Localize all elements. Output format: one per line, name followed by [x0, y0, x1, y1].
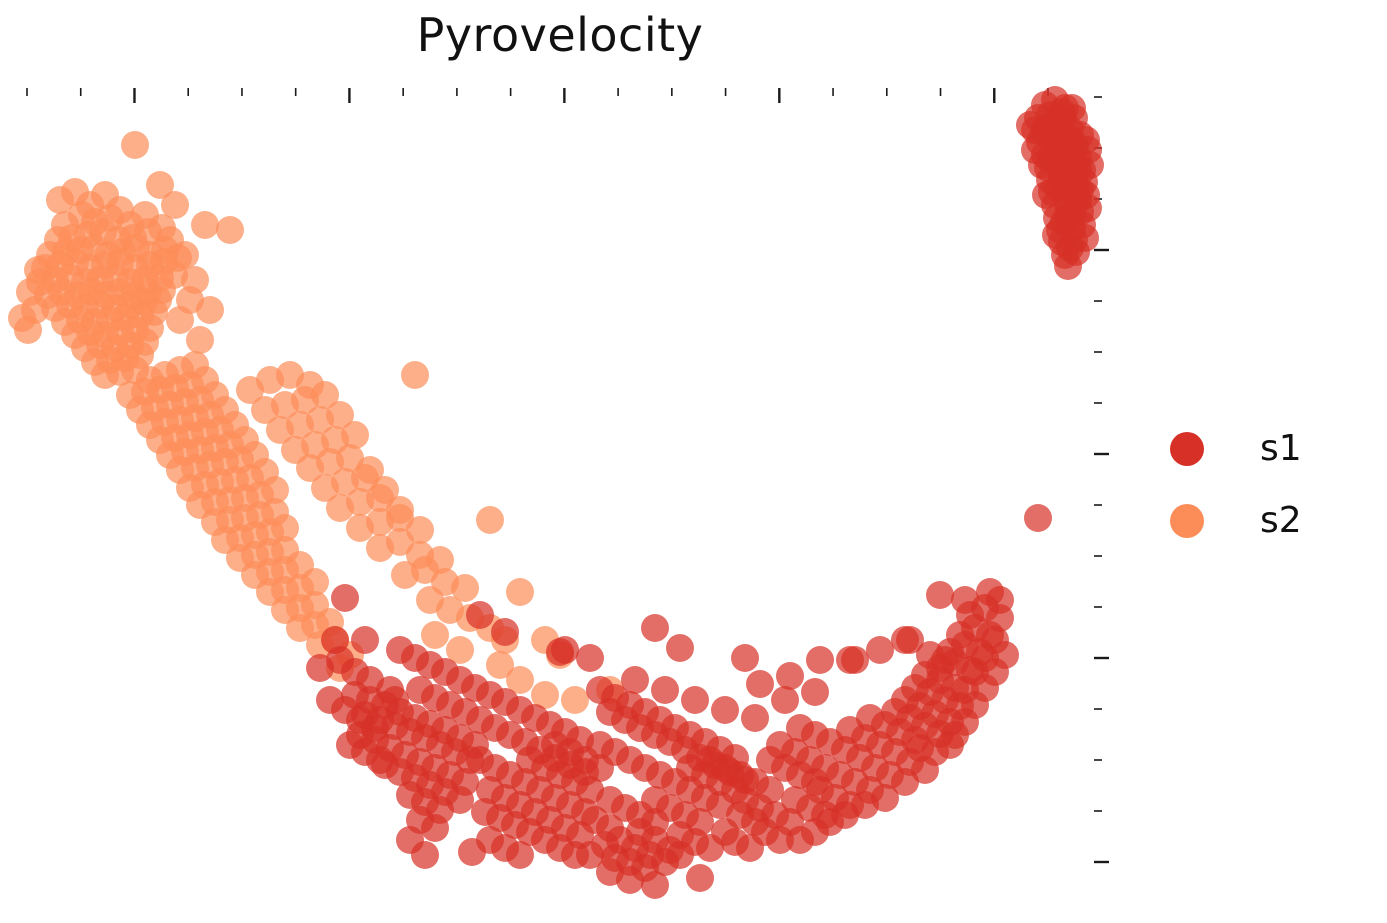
scatter-point-s1	[896, 626, 924, 654]
scatter-point-s1	[491, 618, 519, 646]
scatter-point-s1	[621, 666, 649, 694]
scatter-point-s1	[1032, 181, 1060, 209]
scatter-point-s1	[916, 641, 944, 669]
scatter-point-s2	[506, 666, 534, 694]
scatter-point-s1	[926, 581, 954, 609]
scatter-point-s1	[411, 841, 439, 869]
scatter-point-s1	[306, 654, 334, 682]
scatter-point-s1	[681, 686, 709, 714]
scatter-point-s1	[941, 721, 969, 749]
legend: s1 s2	[1170, 420, 1302, 550]
scatter-point-s1	[776, 662, 804, 690]
scatter-point-s1	[321, 626, 349, 654]
legend-label-s1: s1	[1260, 428, 1302, 469]
scatter-point-s1	[1056, 234, 1084, 262]
scatter-point-s1	[866, 636, 894, 664]
scatter-point-s2	[326, 401, 354, 429]
legend-swatch-s2	[1170, 504, 1204, 538]
scatter-point-s2	[16, 278, 44, 306]
scatter-point-s1	[361, 714, 389, 742]
scatter-point-s1	[421, 814, 449, 842]
scatter-point-s2	[121, 131, 149, 159]
scatter-point-s1	[871, 784, 899, 812]
scatter-point-s2	[301, 568, 329, 596]
scatter-point-s2	[161, 191, 189, 219]
scatter-point-s1	[641, 614, 669, 642]
scatter-point-s1	[471, 798, 499, 826]
scatter-point-s2	[401, 361, 429, 389]
scatter-point-s1	[571, 758, 599, 786]
scatter-point-s1	[951, 586, 979, 614]
scatter-point-s2	[24, 256, 52, 284]
scatter-point-s2	[191, 211, 219, 239]
scatter-point-s2	[446, 636, 474, 664]
legend-entry-s1: s1	[1170, 420, 1302, 478]
scatter-point-s1	[1066, 176, 1094, 204]
scatter-point-s1	[366, 746, 394, 774]
scatter-point-s1	[641, 871, 669, 899]
scatter-point-s1	[546, 638, 574, 666]
scatter-point-s2	[531, 681, 559, 709]
scatter-point-s2	[166, 306, 194, 334]
scatter-point-s1	[806, 646, 834, 674]
scatter-point-s1	[1036, 146, 1064, 174]
scatter-point-s1	[731, 766, 759, 794]
scatter-point-s1	[976, 578, 1004, 606]
scatter-point-s1	[746, 670, 774, 698]
scatter-point-s2	[561, 686, 589, 714]
scatter-point-s1	[566, 726, 594, 754]
scatter-point-s1	[576, 841, 604, 869]
scatter-point-s1	[351, 626, 379, 654]
scatter-point-s1	[686, 864, 714, 892]
scatter-point-s1	[596, 858, 624, 886]
scatter-point-s2	[451, 574, 479, 602]
scatter-point-s2	[186, 326, 214, 354]
scatter-point-s2	[261, 476, 289, 504]
scatter-point-s2	[311, 381, 339, 409]
scatter-point-s2	[476, 506, 504, 534]
scatter-point-s2	[216, 216, 244, 244]
legend-swatch-s1	[1170, 432, 1204, 466]
scatter-point-s1	[576, 644, 604, 672]
scatter-point-s1	[331, 584, 359, 612]
scatter-point-s2	[196, 296, 224, 324]
legend-label-s2: s2	[1260, 500, 1302, 541]
scatter-point-s2	[171, 241, 199, 269]
scatter-point-s2	[181, 266, 209, 294]
scatter-point-s2	[486, 651, 514, 679]
scatter-point-s2	[8, 304, 36, 332]
scatter-point-s1	[766, 826, 794, 854]
scatter-point-s1	[458, 838, 486, 866]
scatter-point-s1	[1030, 118, 1058, 146]
scatter-point-s2	[341, 421, 369, 449]
scatter-point-s1	[466, 601, 494, 629]
scatter-point-s1	[836, 646, 864, 674]
scatter-point-s2	[146, 171, 174, 199]
scatter-point-s2	[386, 528, 414, 556]
scatter-point-s1	[991, 641, 1019, 669]
scatter-point-s1	[666, 634, 694, 662]
scatter-point-s1	[741, 704, 769, 732]
legend-entry-s2: s2	[1170, 492, 1302, 550]
scatter-point-s2	[421, 621, 449, 649]
scatter-point-s1	[506, 841, 534, 869]
scatter-point-s1	[711, 696, 739, 724]
scatter-point-s1	[651, 676, 679, 704]
scatter-point-s1	[381, 686, 409, 714]
scatter-point-s2	[506, 578, 534, 606]
scatter-point-s1	[731, 644, 759, 672]
scatter-point-s2	[271, 514, 299, 542]
scatter-point-s1	[771, 686, 799, 714]
scatter-point-s1	[801, 678, 829, 706]
scatter-point-s1	[1024, 504, 1052, 532]
chart-title: Pyrovelocity	[416, 8, 704, 62]
